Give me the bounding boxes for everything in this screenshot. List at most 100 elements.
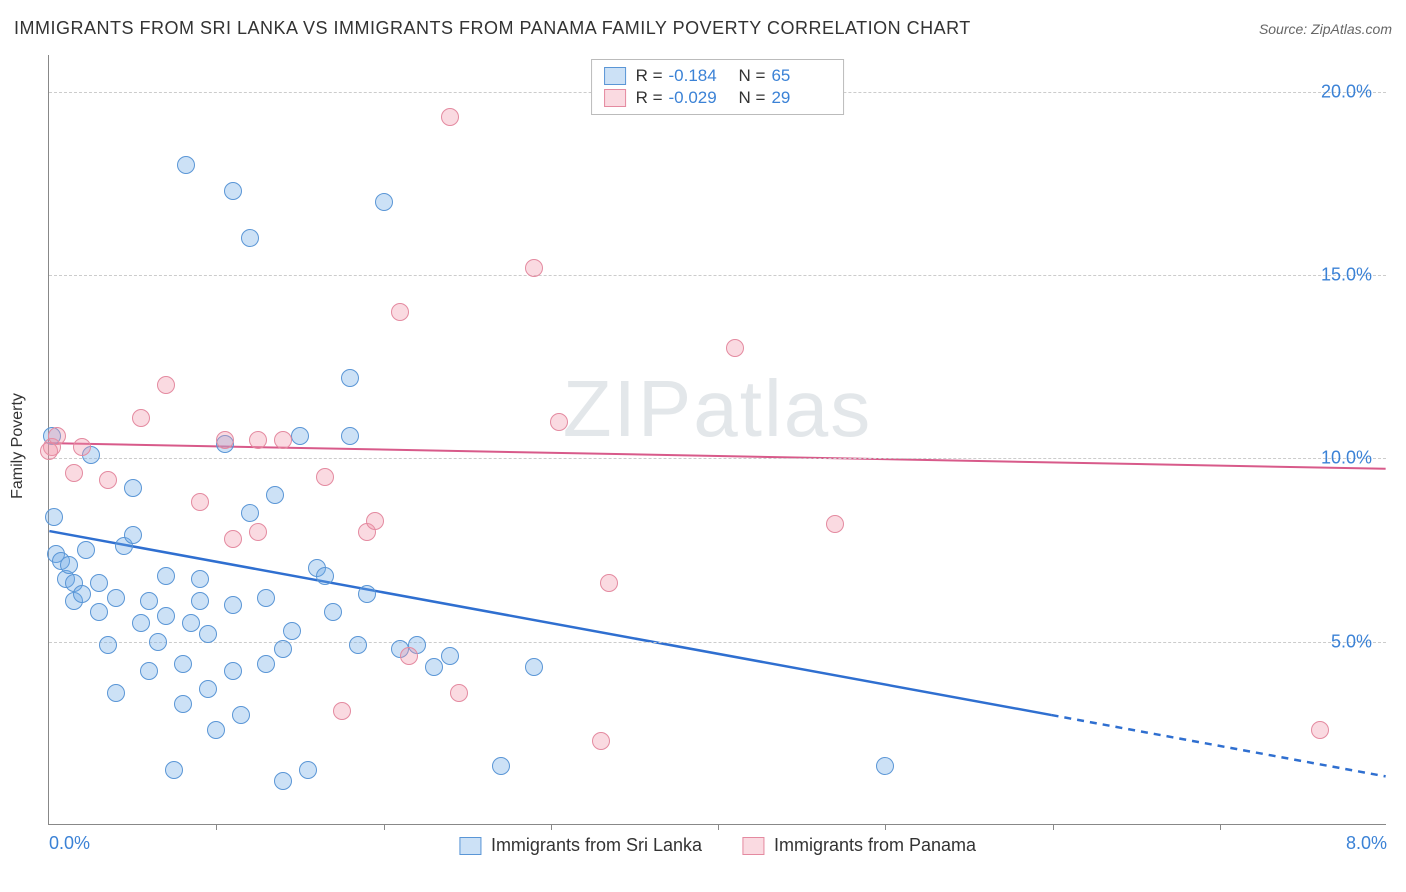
y-tick-label: 15.0% [1321,265,1372,286]
scatter-point [274,772,292,790]
x-tick-mark [1053,824,1054,830]
legend-stats-row: R =-0.184 N =65 [604,66,832,86]
scatter-point [525,658,543,676]
chart-title: IMMIGRANTS FROM SRI LANKA VS IMMIGRANTS … [14,18,971,39]
legend-n-stat: N =29 [739,88,832,108]
scatter-point [174,655,192,673]
scatter-point [826,515,844,533]
scatter-point [149,633,167,651]
x-tick-mark [885,824,886,830]
scatter-point [90,603,108,621]
scatter-point [73,438,91,456]
legend-n-stat: N =65 [739,66,832,86]
scatter-point [199,625,217,643]
gridline [49,275,1386,276]
scatter-point [274,431,292,449]
scatter-point [157,567,175,585]
scatter-point [77,541,95,559]
legend-swatch-icon [604,67,626,85]
x-tick-label: 8.0% [1346,833,1387,854]
scatter-point [241,504,259,522]
scatter-point [257,589,275,607]
scatter-point [207,721,225,739]
scatter-point [249,431,267,449]
scatter-point [366,512,384,530]
legend-stats: R =-0.184 N =65 R =-0.029 N =29 [591,59,845,115]
scatter-point [291,427,309,445]
scatter-point [191,570,209,588]
scatter-point [349,636,367,654]
scatter-point [400,647,418,665]
scatter-point [274,640,292,658]
legend-series: Immigrants from Sri Lanka Immigrants fro… [459,835,976,856]
scatter-point [132,614,150,632]
legend-series-label: Immigrants from Panama [774,835,976,856]
scatter-point [492,757,510,775]
scatter-point [107,589,125,607]
legend-swatch-icon [604,89,626,107]
scatter-point [157,607,175,625]
scatter-point [341,369,359,387]
x-tick-mark [384,824,385,830]
scatter-point [425,658,443,676]
legend-swatch-icon [459,837,481,855]
scatter-point [341,427,359,445]
scatter-point [358,585,376,603]
scatter-point [333,702,351,720]
scatter-point [45,508,63,526]
scatter-point [525,259,543,277]
scatter-point [99,636,117,654]
scatter-point [592,732,610,750]
scatter-point [124,479,142,497]
x-tick-mark [1220,824,1221,830]
scatter-point [441,647,459,665]
scatter-point [391,303,409,321]
scatter-point [65,464,83,482]
legend-swatch-icon [742,837,764,855]
x-tick-mark [718,824,719,830]
scatter-point [600,574,618,592]
scatter-point [249,523,267,541]
gridline [49,642,1386,643]
scatter-point [157,376,175,394]
scatter-point [191,592,209,610]
scatter-point [140,592,158,610]
scatter-point [124,526,142,544]
scatter-point [224,530,242,548]
scatter-point [876,757,894,775]
scatter-point [324,603,342,621]
scatter-point [90,574,108,592]
scatter-point [375,193,393,211]
watermark: ZIPatlas [563,363,872,455]
scatter-point [224,182,242,200]
x-tick-mark [551,824,552,830]
scatter-point [232,706,250,724]
scatter-point [73,585,91,603]
scatter-point [224,596,242,614]
legend-stats-row: R =-0.029 N =29 [604,88,832,108]
scatter-point [199,680,217,698]
x-tick-mark [216,824,217,830]
scatter-point [299,761,317,779]
legend-r-stat: R =-0.184 [636,66,729,86]
scatter-point [450,684,468,702]
scatter-point [99,471,117,489]
scatter-point [182,614,200,632]
scatter-point [726,339,744,357]
source-label: Source: ZipAtlas.com [1259,21,1392,37]
scatter-point [132,409,150,427]
gridline [49,458,1386,459]
scatter-point [257,655,275,673]
scatter-point [441,108,459,126]
scatter-point [550,413,568,431]
scatter-point [316,567,334,585]
scatter-point [266,486,284,504]
scatter-plot: ZIPatlas R =-0.184 N =65 R =-0.029 N =29… [48,55,1386,825]
scatter-point [174,695,192,713]
legend-series-label: Immigrants from Sri Lanka [491,835,702,856]
y-axis-label: Family Poverty [9,393,27,499]
x-tick-label: 0.0% [49,833,90,854]
scatter-point [224,662,242,680]
legend-item: Immigrants from Sri Lanka [459,835,702,856]
y-tick-label: 10.0% [1321,448,1372,469]
